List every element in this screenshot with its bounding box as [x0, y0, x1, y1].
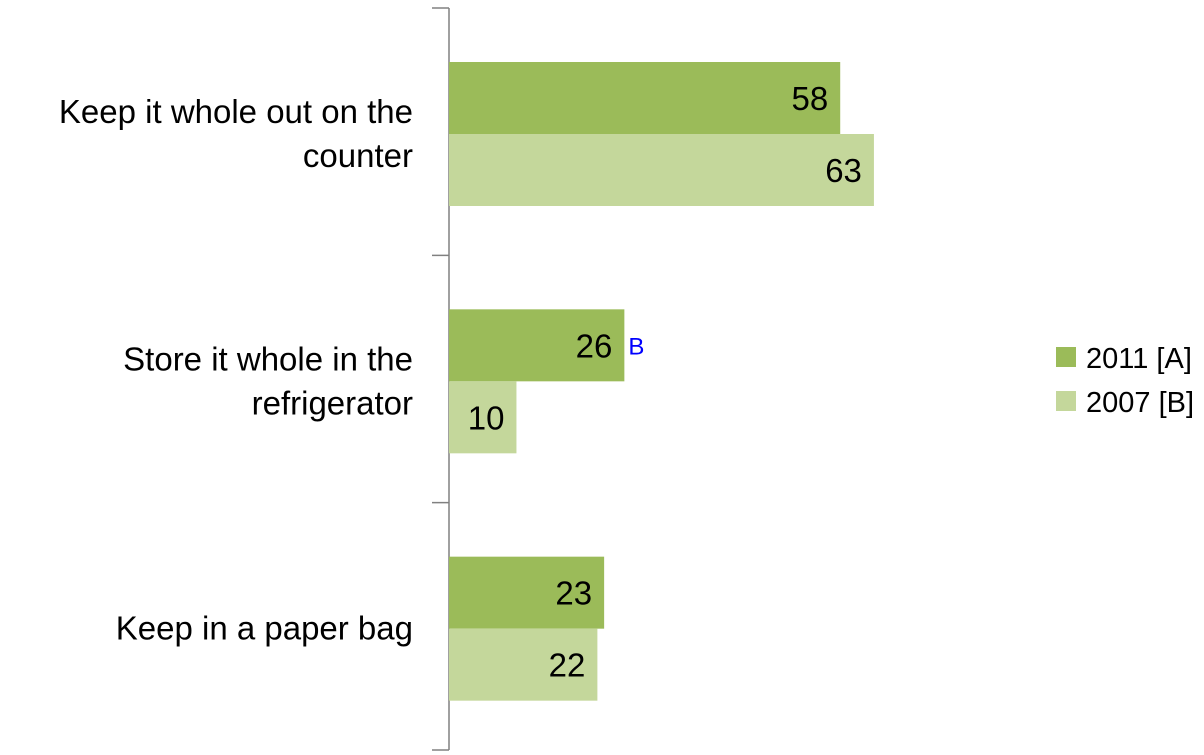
labels: 58 63 Keep it whole out on the counter 26 B 10… — [59, 80, 862, 684]
legend-swatch — [1056, 347, 1076, 367]
legend-label: 2007 [B] — [1086, 387, 1194, 419]
data-label: 23 — [555, 575, 592, 612]
bar — [449, 309, 625, 382]
bar — [449, 556, 605, 629]
bar — [449, 134, 874, 206]
category-label: counter — [303, 137, 413, 174]
data-label: 58 — [791, 80, 828, 117]
bar — [449, 381, 517, 454]
category-label: Keep it whole out on the — [59, 93, 413, 130]
category-label: Keep in a paper bag — [116, 610, 413, 647]
axis — [432, 7, 450, 751]
bar — [449, 62, 841, 134]
legend: 2011 [A] 2007 [B] — [1056, 343, 1194, 419]
data-label: 22 — [549, 647, 586, 684]
category-label: refrigerator — [252, 384, 413, 421]
data-label: 63 — [825, 152, 862, 189]
significance-label: B — [628, 333, 644, 360]
data-label: 10 — [468, 399, 505, 436]
data-label: 26 — [576, 327, 613, 364]
legend-swatch — [1056, 391, 1076, 411]
category-label: Store it whole in the — [123, 340, 413, 377]
bar — [449, 628, 598, 701]
legend-label: 2011 [A] — [1086, 343, 1192, 375]
bars — [449, 62, 874, 701]
